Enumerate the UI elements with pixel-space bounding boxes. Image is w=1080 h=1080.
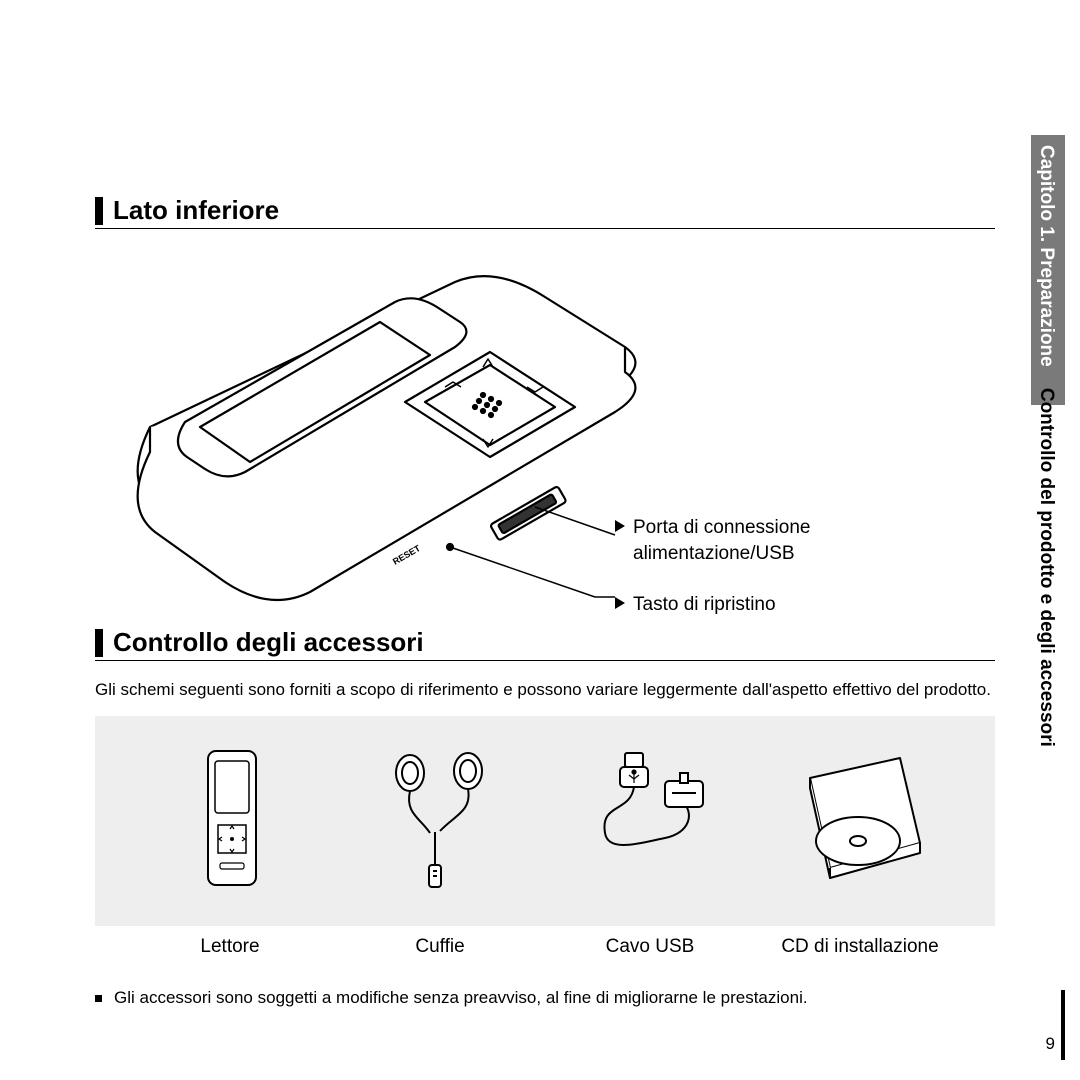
accessory-cd (780, 743, 940, 898)
device-diagram: RESET Porta di connessione alimentazione… (95, 247, 995, 627)
accessory-player (150, 743, 310, 898)
section-heading-accessori: Controllo degli accessori (95, 627, 995, 661)
sidebar: Capitolo 1. Preparazione Controllo del p… (1031, 135, 1065, 925)
reset-label: RESET (391, 543, 422, 567)
accessory-earphones (360, 743, 520, 898)
triangle-icon (615, 597, 625, 609)
label-cavo: Cavo USB (550, 936, 750, 958)
page-number: 9 (1046, 1034, 1055, 1054)
heading-title-2: Controllo degli accessori (113, 627, 424, 658)
label-cd: CD di installazione (760, 936, 960, 958)
callout-text-2: Tasto di ripristino (633, 592, 776, 618)
square-bullet-icon (95, 995, 102, 1002)
corner-bar (1061, 990, 1065, 1060)
earphones-icon (360, 743, 520, 893)
triangle-icon (615, 520, 625, 532)
callout-reset: Tasto di ripristino (615, 592, 935, 618)
label-lettore: Lettore (130, 936, 330, 958)
label-cuffie: Cuffie (340, 936, 540, 958)
heading-bar (95, 629, 103, 657)
accessory-usb-cable (570, 743, 730, 898)
heading-bar (95, 197, 103, 225)
chapter-label: Capitolo 1. Preparazione (1036, 145, 1057, 367)
accessory-labels: Lettore Cuffie Cavo USB CD di installazi… (95, 936, 995, 958)
heading-title-1: Lato inferiore (113, 195, 279, 226)
cd-icon (780, 743, 940, 893)
topic-label: Controllo del prodotto e degli accessori (1036, 388, 1057, 747)
usb-cable-icon (570, 743, 730, 893)
accessories-box (95, 716, 995, 926)
player-bottom-svg: RESET (95, 247, 655, 617)
callout-text-1: Porta di connessione alimentazione/USB (633, 515, 810, 566)
player-icon (150, 743, 310, 893)
section-heading-lato: Lato inferiore (95, 195, 995, 229)
note: Gli accessori sono soggetti a modifiche … (95, 988, 995, 1008)
callout-usb-port: Porta di connessione alimentazione/USB (615, 515, 935, 566)
note-text: Gli accessori sono soggetti a modifiche … (114, 988, 808, 1008)
page-content: Lato inferiore (95, 195, 995, 1008)
sidebar-text: Capitolo 1. Preparazione Controllo del p… (1035, 145, 1057, 747)
section2-para: Gli schemi seguenti sono forniti a scopo… (95, 679, 995, 702)
